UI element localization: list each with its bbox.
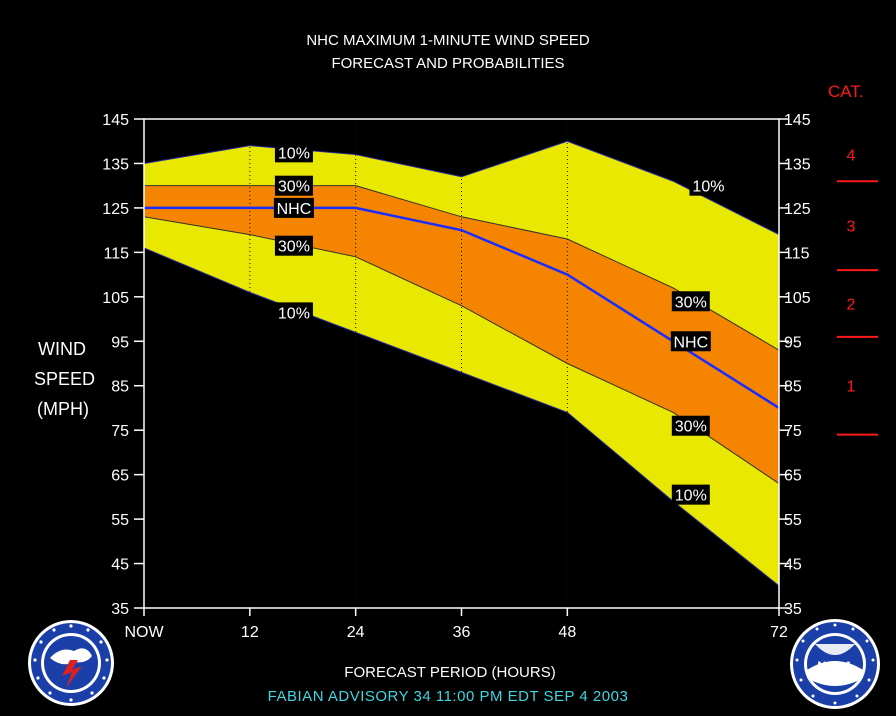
annotation-label: 30%: [278, 179, 310, 196]
y-tick-label-right: 45: [784, 557, 802, 574]
y-tick-label-right: 135: [784, 156, 811, 173]
chart-title-line2: FORECAST AND PROBABILITIES: [331, 55, 565, 72]
y-tick-label-left: 75: [111, 423, 129, 440]
chart-title-line1: NHC MAXIMUM 1-MINUTE WIND SPEED: [306, 32, 590, 49]
x-tick-label: 12: [241, 624, 259, 641]
x-tick-label: NOW: [124, 624, 164, 641]
annotation-box: [671, 291, 710, 312]
x-tick-label: 24: [347, 624, 365, 641]
annotation-box: [689, 175, 728, 196]
y-axis-label-speed: SPEED: [34, 369, 96, 389]
annotation-label: NHC: [277, 201, 312, 218]
y-tick-label-right: 65: [784, 468, 802, 485]
y-tick-label-left: 65: [111, 468, 129, 485]
upper-10-line: [143, 140, 780, 236]
lower-30-line: [143, 216, 780, 484]
annotation-box: [274, 142, 313, 163]
category-label-4: 4: [847, 148, 856, 165]
annotation-label: 30%: [278, 239, 310, 256]
advisory-caption: FABIAN ADVISORY 34 11:00 PM EDT SEP 4 20…: [267, 688, 629, 705]
annotation-box: [274, 175, 313, 196]
noaa-logo-text: NOAA: [817, 659, 853, 673]
y-tick-label-left: 145: [102, 112, 129, 129]
annotation-box: [670, 331, 711, 352]
annotation-box: [274, 235, 313, 256]
x-tick-label: 72: [770, 624, 788, 641]
y-tick-label-right: 35: [784, 601, 802, 618]
y-tick-label-left: 135: [102, 156, 129, 173]
x-tick-label: 36: [453, 624, 471, 641]
y-tick-label-right: 115: [784, 245, 810, 262]
y-tick-label-right: 125: [784, 201, 811, 218]
y-tick-label-right: 105: [784, 290, 811, 307]
inner-probability-band: [144, 185, 779, 484]
y-tick-label-right: 55: [784, 512, 802, 529]
y-tick-label-right: 85: [784, 379, 802, 396]
y-tick-label-right: 145: [784, 112, 811, 129]
x-tick-label: 48: [558, 624, 576, 641]
noaa-logo-icon: NOAA: [790, 619, 880, 709]
y-tick-label-left: 45: [111, 557, 129, 574]
y-axis-label-unit: (MPH): [37, 399, 89, 419]
upper-30-line: [144, 185, 780, 351]
annotation-label: 10%: [278, 305, 310, 322]
annotation-box: [671, 484, 710, 505]
annotation-label: 10%: [278, 145, 310, 162]
annotation-box: [671, 415, 710, 436]
y-tick-label-left: 55: [111, 512, 129, 529]
annotation-label: NHC: [673, 334, 708, 351]
annotation-box: [273, 197, 314, 218]
y-tick-label-left: 35: [111, 601, 129, 618]
y-tick-label-left: 125: [102, 201, 129, 218]
y-tick-label-right: 75: [784, 423, 802, 440]
y-tick-label-left: 85: [111, 379, 129, 396]
annotation-label: 10%: [692, 179, 724, 196]
x-axis-label: FORECAST PERIOD (HOURS): [344, 664, 556, 681]
annotation-label: 10%: [675, 488, 707, 505]
annotation-box: [274, 302, 313, 323]
nws-logo-icon: [28, 620, 114, 706]
annotation-label: 30%: [675, 419, 707, 436]
y-axis-label-wind: WIND: [38, 339, 86, 359]
y-tick-label-left: 105: [102, 290, 129, 307]
y-tick-label-left: 95: [111, 334, 129, 351]
category-label-1: 1: [847, 379, 856, 396]
annotation-label: 30%: [675, 294, 707, 311]
y-tick-label-left: 115: [103, 245, 129, 262]
category-label-3: 3: [847, 219, 856, 236]
y-tick-label-right: 95: [784, 334, 802, 351]
category-label-2: 2: [847, 296, 856, 313]
category-scale-title: CAT.: [828, 82, 864, 101]
